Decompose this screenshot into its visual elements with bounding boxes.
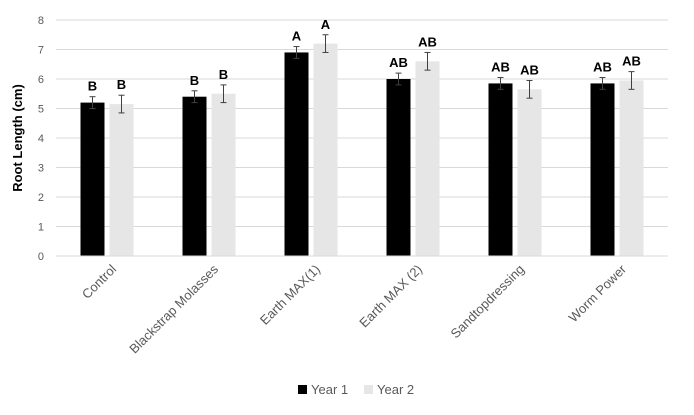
legend: Year 1 Year 2 xyxy=(298,382,414,397)
y-tick-label: 5 xyxy=(38,104,44,116)
significance-label: AB xyxy=(593,60,612,75)
legend-swatch-year-1 xyxy=(298,385,307,394)
bar-2 xyxy=(211,93,236,256)
y-tick-label: 8 xyxy=(38,15,44,27)
x-category-label: Earth MAX(1) xyxy=(257,262,323,328)
y-tick-label: 2 xyxy=(38,192,44,204)
y-axis-title: Root Length (cm) xyxy=(10,84,25,192)
x-category-label: Blackstrap Molasses xyxy=(126,261,221,356)
bar-2 xyxy=(517,89,542,256)
bars-layer xyxy=(80,43,644,257)
significance-label: B xyxy=(88,79,97,94)
x-category-label: Earth MAX (2) xyxy=(356,262,425,331)
significance-label: AB xyxy=(491,60,510,75)
y-tick-label: 6 xyxy=(38,74,44,86)
bar-1 xyxy=(386,79,411,256)
y-axis-ticks: 0 1 2 3 4 5 6 7 8 xyxy=(38,15,44,263)
legend-label-year-1: Year 1 xyxy=(311,382,348,397)
bar-2 xyxy=(619,80,644,256)
y-tick-label: 3 xyxy=(38,163,44,175)
y-tick-label: 7 xyxy=(38,45,44,57)
bar-1 xyxy=(182,96,207,256)
x-category-label: Worm Power xyxy=(566,261,630,325)
significance-label: A xyxy=(292,29,302,44)
significance-label: AB xyxy=(418,34,437,49)
bar-2 xyxy=(313,43,338,256)
significance-label: B xyxy=(190,73,199,88)
significance-label: A xyxy=(321,17,331,32)
bar-2 xyxy=(109,104,134,256)
bar-1 xyxy=(488,83,513,256)
grid-layer xyxy=(56,19,668,227)
x-category-label: Sandtopdressing xyxy=(448,262,528,342)
significance-label: AB xyxy=(520,62,539,77)
error-bars-layer xyxy=(89,34,635,114)
legend-label-year-2: Year 2 xyxy=(377,382,414,397)
significance-label: B xyxy=(219,67,228,82)
significance-labels-layer: B B B B A A AB AB AB AB AB AB xyxy=(88,17,641,94)
legend-swatch-year-2 xyxy=(364,385,373,394)
bar-1 xyxy=(80,102,105,256)
bar-1 xyxy=(590,83,615,256)
significance-label: AB xyxy=(622,54,641,69)
bar-1 xyxy=(284,52,309,257)
y-tick-label: 0 xyxy=(38,251,44,263)
y-tick-label: 4 xyxy=(38,133,44,145)
significance-label: AB xyxy=(389,55,408,70)
bar-2 xyxy=(415,61,440,256)
y-tick-label: 1 xyxy=(38,222,44,234)
significance-label: B xyxy=(117,77,126,92)
x-category-label: Control xyxy=(79,261,119,301)
x-axis-category-labels: Control Blackstrap Molasses Earth MAX(1) Ea… xyxy=(79,261,630,356)
